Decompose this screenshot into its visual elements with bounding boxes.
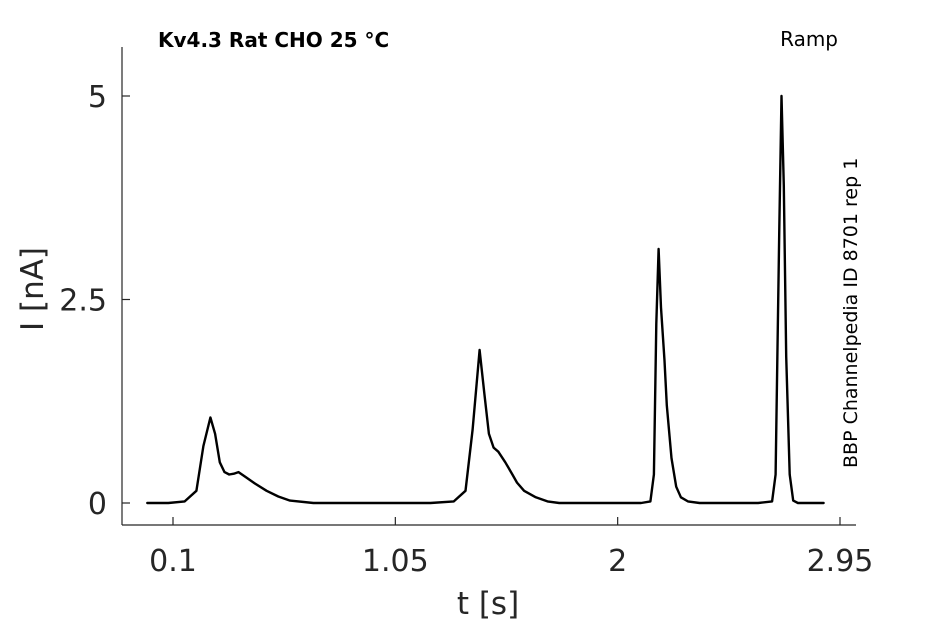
axes <box>121 47 856 526</box>
x-tick-label: 2 <box>608 544 627 579</box>
x-tick-label: 0.1 <box>149 544 197 579</box>
chart-title: Kv4.3 Rat CHO 25 °C <box>158 28 389 52</box>
x-tick-label: 2.95 <box>807 544 874 579</box>
y-tick-label: 2.5 <box>59 284 107 319</box>
ticks: 0.1 1.05 2 2.95 0 2.5 5 <box>59 80 873 579</box>
y-axis-label: I [nA] <box>15 247 51 331</box>
x-tick-label: 1.05 <box>362 544 429 579</box>
side-annotation: BBP Channelpedia ID 8701 rep 1 <box>840 158 862 468</box>
x-axis-label: t [s] <box>457 586 519 622</box>
protocol-label: Ramp <box>780 27 838 51</box>
y-tick-label: 5 <box>88 80 107 115</box>
y-tick-label: 0 <box>88 487 107 522</box>
series-line-1 <box>146 94 825 505</box>
series <box>146 94 825 505</box>
